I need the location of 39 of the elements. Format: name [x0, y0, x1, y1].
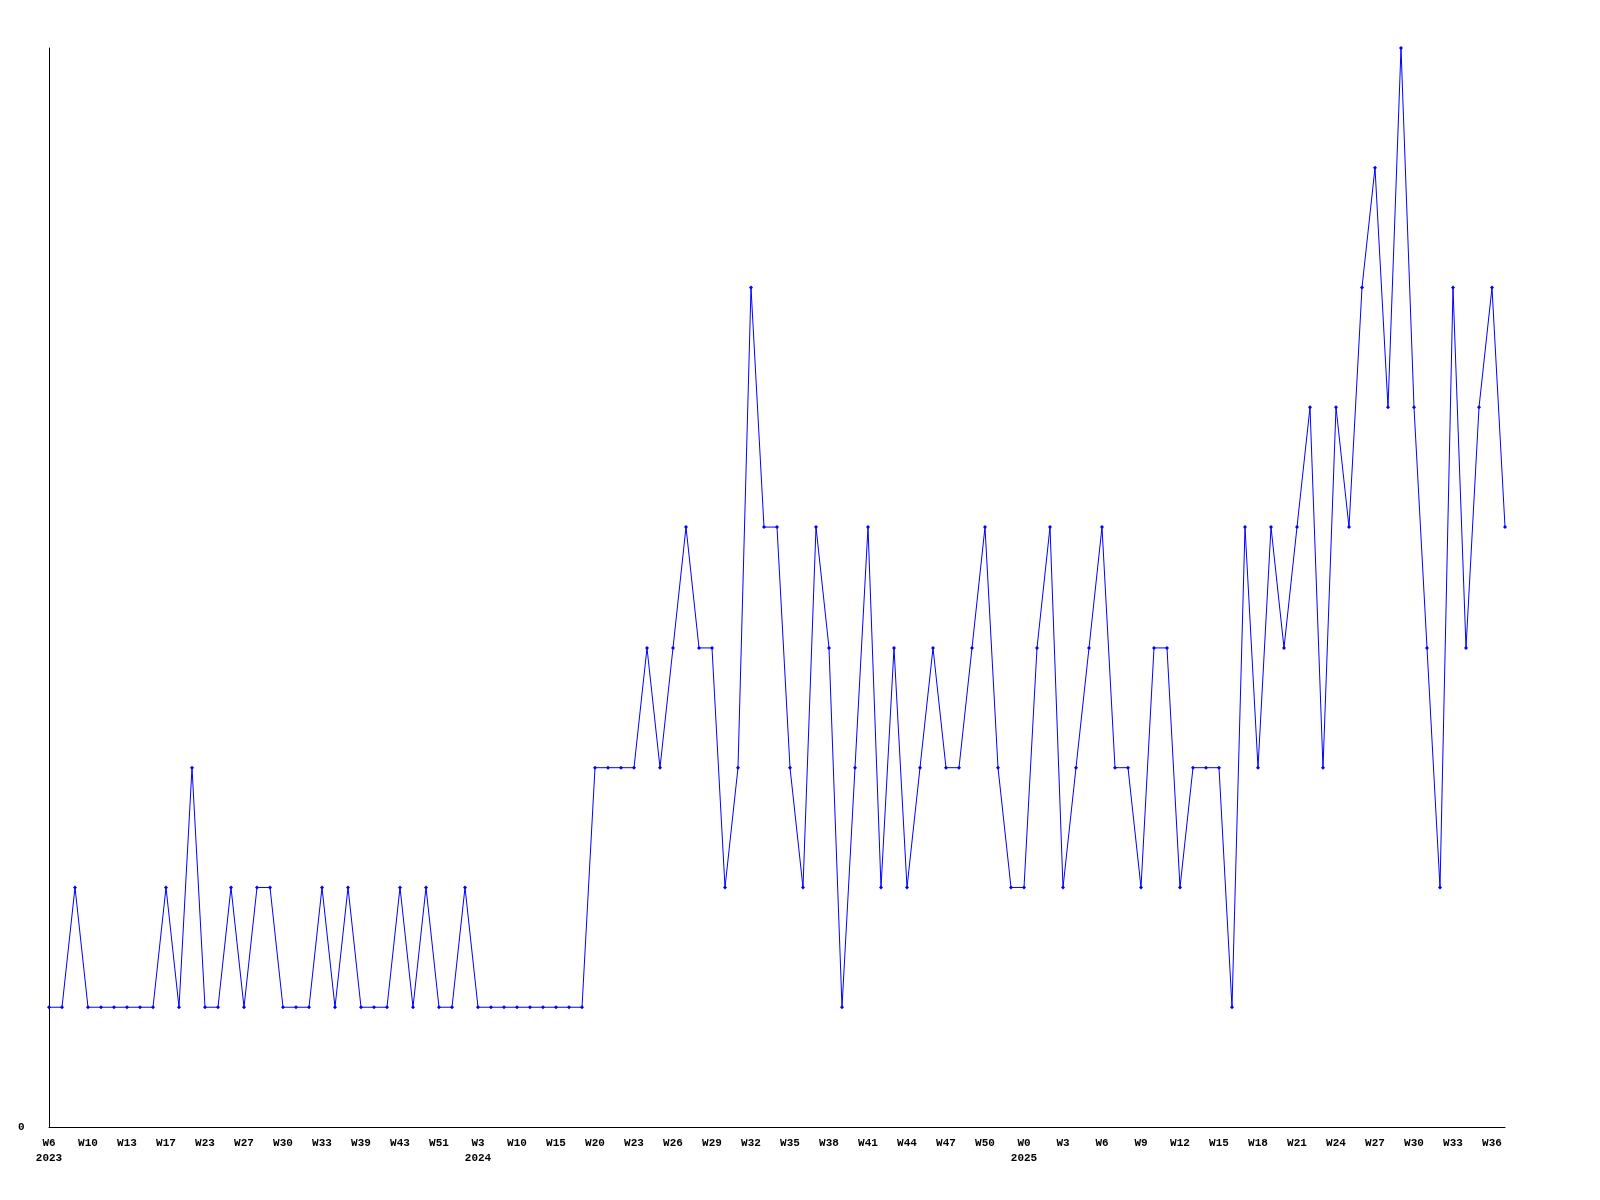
text: 0	[18, 1120, 25, 1133]
x-tick-label: W6 2023	[35, 1136, 63, 1164]
x-tick-label: W23	[195, 1136, 216, 1149]
x-tick-label: W27	[1365, 1136, 1385, 1149]
x-tick-label: W15	[1209, 1136, 1230, 1149]
x-tick-label: W32	[741, 1136, 761, 1149]
x-tick-label: W33	[312, 1136, 333, 1149]
x-tick-label: W9	[1134, 1136, 1148, 1149]
x-tick-label: W20	[585, 1136, 605, 1149]
x-tick-label: W29	[702, 1136, 722, 1149]
x-tick-label: W43	[390, 1136, 411, 1149]
x-tick-label: W39	[351, 1136, 371, 1149]
x-tick-label: W41	[858, 1136, 879, 1149]
x-tick-label: W24	[1326, 1136, 1347, 1149]
x-tick-label: W21	[1287, 1136, 1308, 1149]
x-tick-label: W12	[1170, 1136, 1190, 1149]
x-tick-label: W50	[975, 1136, 995, 1149]
x-tick-label: W23	[624, 1136, 645, 1149]
x-tick-label: W30	[273, 1136, 293, 1149]
x-tick-label: W30	[1404, 1136, 1424, 1149]
x-tick-label: W10	[507, 1136, 527, 1149]
x-tick-label: W3 2024	[464, 1136, 492, 1164]
x-tick-label: W51	[429, 1136, 450, 1149]
x-tick-label: W3	[1056, 1136, 1070, 1149]
x-tick-label: W35	[780, 1136, 801, 1149]
x-tick-label: W33	[1443, 1136, 1464, 1149]
x-tick-label: W18	[1248, 1136, 1269, 1149]
x-tick-label: W15	[546, 1136, 567, 1149]
x-tick-label: W36	[1482, 1136, 1502, 1149]
x-tick-label: W27	[234, 1136, 254, 1149]
x-tick-label: W10	[78, 1136, 98, 1149]
x-tick-label: W13	[117, 1136, 138, 1149]
x-tick-label: W47	[936, 1136, 956, 1149]
x-tick-label: W38	[819, 1136, 840, 1149]
x-tick-label: W44	[897, 1136, 918, 1149]
x-tick-label: W26	[663, 1136, 683, 1149]
x-tick-label: W17	[156, 1136, 176, 1149]
x-tick-label: W6	[1095, 1136, 1109, 1149]
x-tick-label: W0 2025	[1010, 1136, 1038, 1164]
